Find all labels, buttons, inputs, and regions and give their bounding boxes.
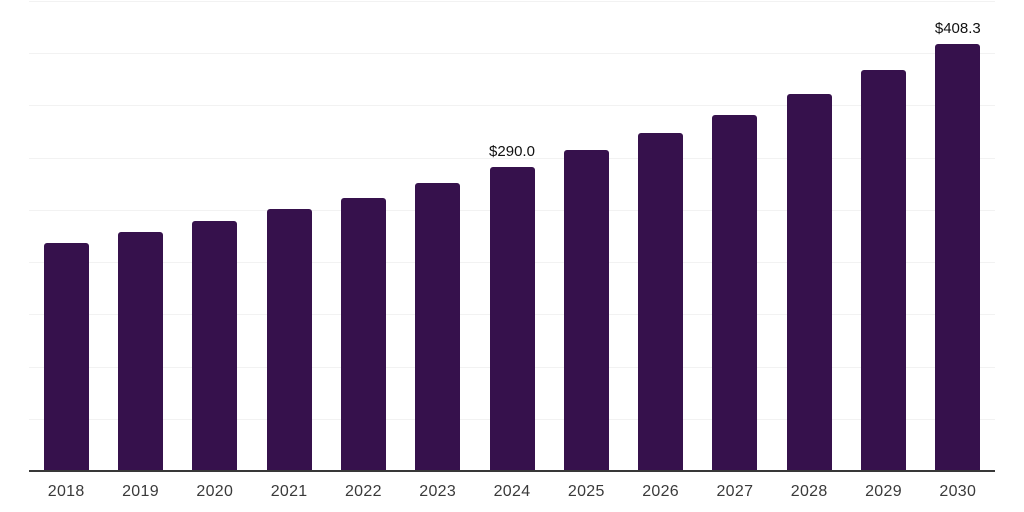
bar-2018 (43, 243, 89, 470)
x-tick-label-2030: 2030 (939, 483, 977, 500)
x-tick-label-2029: 2029 (865, 483, 902, 500)
bar-value-label-2030: $408.3 (934, 19, 981, 37)
bar-2025 (563, 149, 609, 470)
x-tick-label-2023: 2023 (419, 483, 457, 500)
bar-2022 (340, 197, 386, 470)
bar-2030 (935, 43, 981, 470)
bar-value-label-2024: $290.0 (489, 143, 535, 161)
x-axis-line (29, 470, 995, 472)
x-tick-label-2027: 2027 (716, 483, 754, 500)
bar-2027 (712, 114, 758, 470)
x-tick-label-2024: 2024 (493, 483, 531, 500)
bar-2023 (415, 182, 461, 470)
x-tick-label-2019: 2019 (122, 483, 159, 500)
x-tick-label-2022: 2022 (344, 483, 382, 500)
bar-2021 (266, 209, 312, 470)
x-tick-label-2025: 2025 (567, 483, 605, 500)
x-tick-label-2026: 2026 (642, 483, 679, 500)
gridline-300 (29, 157, 995, 159)
x-tick-label-2028: 2028 (790, 483, 828, 500)
bar-2024 (489, 167, 535, 470)
bar-2029 (861, 70, 906, 470)
bar-2028 (786, 94, 832, 470)
gridline-350 (29, 105, 995, 107)
x-tick-label-2020: 2020 (196, 483, 234, 500)
bar-2019 (118, 232, 163, 470)
bar-2026 (638, 132, 684, 470)
x-tick-label-2021: 2021 (270, 483, 308, 500)
bar-2020 (192, 220, 238, 470)
plot-area: $290.0 $408.3 (29, 0, 995, 472)
gridline-400 (29, 53, 995, 55)
gridline-450 (29, 1, 995, 2)
x-tick-label-2018: 2018 (47, 483, 85, 500)
